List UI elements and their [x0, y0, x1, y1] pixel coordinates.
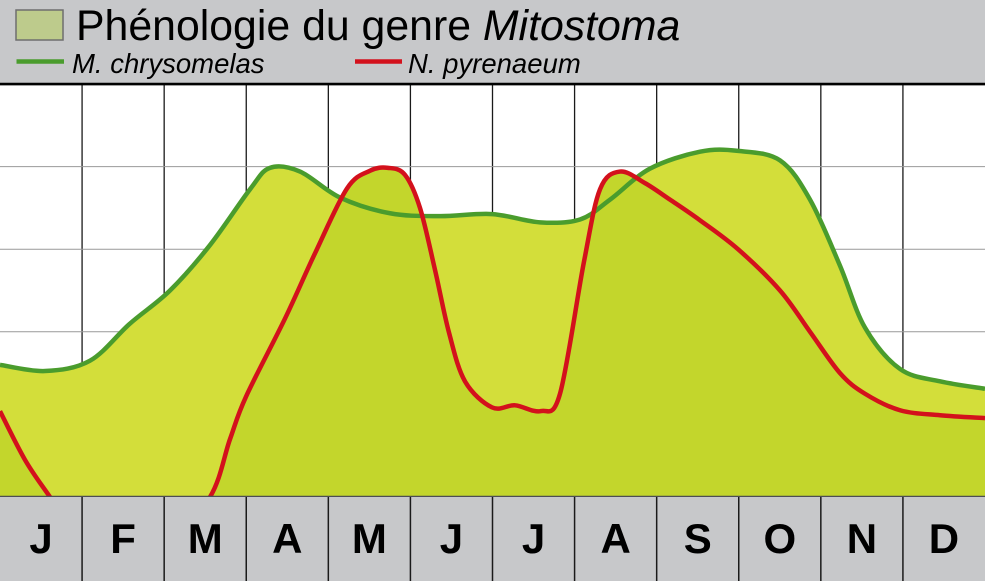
- svg-text:Phénologie du genre Mitostoma: Phénologie du genre Mitostoma: [76, 2, 680, 50]
- svg-text:F: F: [110, 515, 136, 562]
- svg-text:A: A: [272, 515, 302, 562]
- svg-text:N: N: [847, 515, 877, 562]
- svg-text:O: O: [763, 515, 796, 562]
- svg-text:M: M: [352, 515, 387, 562]
- svg-text:M: M: [188, 515, 223, 562]
- svg-text:J: J: [29, 515, 52, 562]
- svg-text:J: J: [522, 515, 545, 562]
- svg-text:N. pyrenaeum: N. pyrenaeum: [408, 48, 581, 79]
- svg-text:M. chrysomelas: M. chrysomelas: [72, 48, 265, 79]
- svg-text:J: J: [440, 515, 463, 562]
- svg-text:S: S: [684, 515, 712, 562]
- svg-text:D: D: [929, 515, 959, 562]
- svg-text:A: A: [600, 515, 630, 562]
